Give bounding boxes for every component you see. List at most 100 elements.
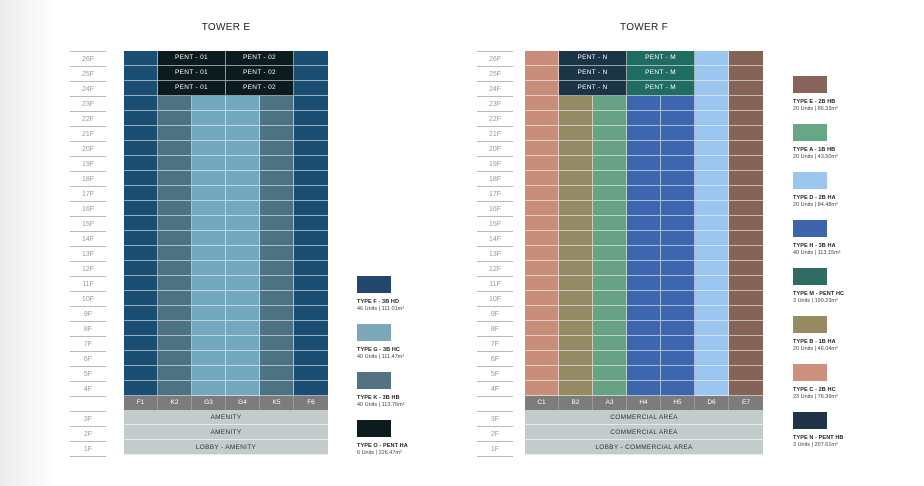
- unit-cell: [192, 126, 226, 141]
- legend-title: TYPE B - 1B HA: [793, 339, 836, 345]
- floor-row: [525, 366, 763, 381]
- unit-cell: [294, 351, 328, 366]
- unit-cell: [593, 336, 627, 351]
- unit-cell: [559, 126, 593, 141]
- floor-label: 12F: [70, 261, 106, 276]
- floor-row: [525, 276, 763, 291]
- unit-cell: [158, 351, 192, 366]
- legend-item: TYPE H - 3B HA 40 Units | 113.15m²: [793, 220, 841, 256]
- floor-label: 10F: [477, 291, 513, 306]
- unit-cell: [627, 261, 661, 276]
- unit-cell: [661, 171, 695, 186]
- unit-cell: [260, 156, 294, 171]
- floor-label: 13F: [70, 246, 106, 261]
- unit-cell: [695, 261, 729, 276]
- unit-cell: [525, 141, 559, 156]
- unit-cell: [559, 186, 593, 201]
- floor-row: PENT - 01 PENT - 02: [124, 81, 328, 96]
- legend-swatch: [793, 220, 827, 237]
- legend-subtitle: 20 Units | 43.50m²: [793, 154, 838, 160]
- unit-cell: [124, 51, 158, 66]
- penthouse-unit: PENT - N: [559, 51, 627, 66]
- unit-cell: [695, 111, 729, 126]
- unit-cell: [124, 81, 158, 96]
- unit-cell: [192, 231, 226, 246]
- unit-cell: [226, 201, 260, 216]
- floor-label: 1F: [477, 441, 513, 457]
- floor-label: 23F: [477, 96, 513, 111]
- unit-cell: [593, 141, 627, 156]
- unit-cell: [124, 171, 158, 186]
- legend-title: TYPE K - 3B HB: [357, 395, 400, 401]
- unit-cell: [294, 321, 328, 336]
- unit-cell: [525, 336, 559, 351]
- floor-row: [525, 126, 763, 141]
- floor-label: 6F: [477, 351, 513, 366]
- unit-cell: [729, 216, 763, 231]
- unit-cell: [593, 111, 627, 126]
- unit-cell: [192, 96, 226, 111]
- legend-item: TYPE C - 2B HC 23 Units | 76.39m²: [793, 364, 838, 400]
- unit-cell: [124, 246, 158, 261]
- floor-row: [124, 141, 328, 156]
- unit-cell: [124, 231, 158, 246]
- unit-cell: [226, 321, 260, 336]
- column-label: K5: [260, 396, 294, 410]
- legend-item: TYPE K - 3B HB 40 Units | 113.76m²: [357, 372, 405, 408]
- unit-cell: [627, 291, 661, 306]
- unit-cell: [593, 96, 627, 111]
- unit-cell: [695, 81, 729, 96]
- legend-swatch: [793, 268, 827, 285]
- unit-cell: [226, 171, 260, 186]
- floor-row: [525, 171, 763, 186]
- unit-cell: [192, 351, 226, 366]
- floor-label: 12F: [477, 261, 513, 276]
- unit-cell: [124, 261, 158, 276]
- unit-cell: [124, 111, 158, 126]
- unit-cell: [294, 126, 328, 141]
- legend-swatch: [793, 364, 827, 381]
- base-floor-row: COMMERCIAL AREA: [525, 425, 763, 440]
- unit-cell: [695, 351, 729, 366]
- floor-row: [124, 351, 328, 366]
- unit-cell: [525, 186, 559, 201]
- unit-cell: [192, 291, 226, 306]
- floor-label: 21F: [70, 126, 106, 141]
- unit-cell: [124, 201, 158, 216]
- unit-cell: [294, 171, 328, 186]
- unit-cell: [226, 381, 260, 396]
- unit-cell: [627, 126, 661, 141]
- floor-label: 22F: [477, 111, 513, 126]
- legend-swatch: [357, 420, 391, 437]
- unit-cell: [525, 66, 559, 81]
- unit-cell: [627, 381, 661, 396]
- floor-row: PENT - 01 PENT - 02: [124, 66, 328, 81]
- unit-cell: [124, 336, 158, 351]
- floor-label: 15F: [70, 216, 106, 231]
- unit-cell: [695, 96, 729, 111]
- floor-row: [525, 96, 763, 111]
- unit-cell: [593, 261, 627, 276]
- unit-cell: [627, 276, 661, 291]
- unit-cell: [695, 216, 729, 231]
- unit-cell: [729, 306, 763, 321]
- unit-cell: [124, 276, 158, 291]
- legend-swatch: [793, 124, 827, 141]
- unit-cell: [729, 111, 763, 126]
- unit-cell: [192, 111, 226, 126]
- unit-cell: [294, 261, 328, 276]
- legend-item: TYPE N - PENT HB 3 Units | 207.61m²: [793, 412, 844, 448]
- legend-subtitle: 40 Units | 113.76m²: [357, 402, 405, 408]
- unit-cell: [260, 231, 294, 246]
- unit-cell: [661, 261, 695, 276]
- legend-title: TYPE M - PENT HC: [793, 291, 845, 297]
- unit-cell: [226, 276, 260, 291]
- unit-cell: [661, 321, 695, 336]
- unit-cell: [294, 156, 328, 171]
- unit-cell: [661, 381, 695, 396]
- column-label: A3: [593, 396, 627, 410]
- unit-cell: [525, 306, 559, 321]
- unit-cell: [192, 141, 226, 156]
- floor-row: [124, 201, 328, 216]
- unit-cell: [192, 261, 226, 276]
